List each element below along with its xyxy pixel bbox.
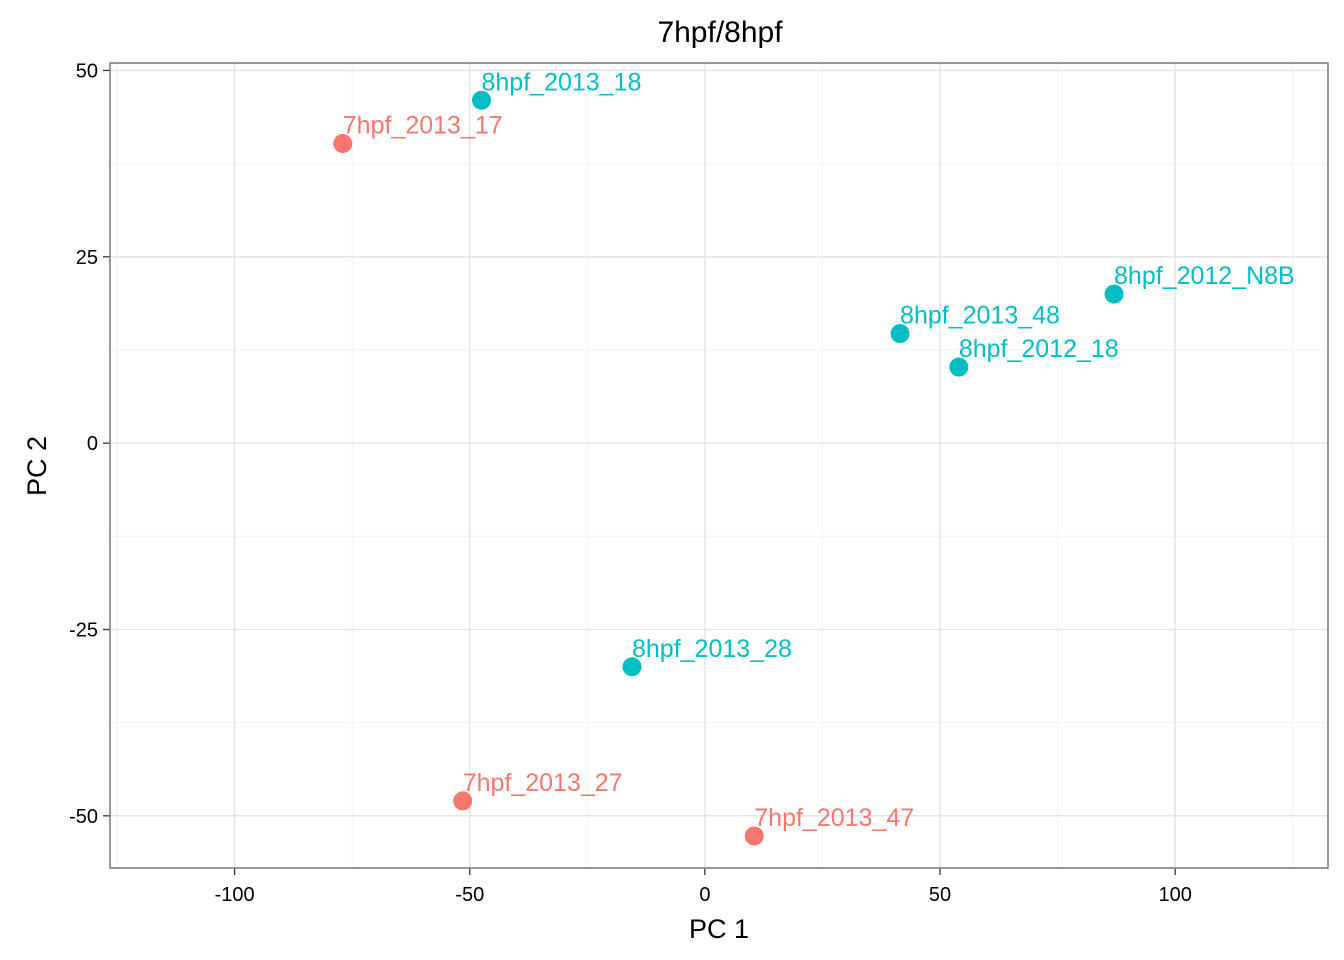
x-tick-label: -100 — [215, 884, 255, 906]
data-point-label: 7hpf_2013_47 — [754, 804, 914, 832]
data-point — [333, 134, 353, 153]
grid-lines — [110, 63, 1328, 868]
data-point — [949, 357, 969, 377]
data-point — [453, 791, 473, 811]
y-tick-label: 50 — [76, 60, 98, 82]
data-points — [333, 90, 1124, 846]
y-tick-label: -50 — [69, 806, 98, 828]
data-point-label: 8hpf_2013_18 — [482, 68, 642, 96]
data-point-label: 8hpf_2012_18 — [959, 335, 1119, 363]
data-point-label: 8hpf_2013_28 — [632, 635, 792, 663]
x-tick-label: 50 — [929, 884, 951, 906]
data-point-labels: 7hpf_2013_17 7hpf_2013_27 7hpf_2013_47 8hpf… — [343, 68, 1295, 832]
chart-title: 7hpf/8hpf — [657, 16, 783, 49]
data-point-label: 7hpf_2013_17 — [343, 112, 503, 140]
data-point — [744, 826, 764, 846]
data-point-label: 8hpf_2013_48 — [900, 302, 1060, 330]
data-point — [890, 324, 910, 344]
data-point-label: 7hpf_2013_27 — [463, 769, 623, 797]
x-tick-label: -50 — [455, 884, 484, 906]
y-tick-label: -25 — [69, 619, 98, 641]
x-tick-label: 0 — [699, 884, 710, 906]
axis-ticks — [103, 69, 1176, 875]
data-point — [622, 657, 642, 677]
data-point — [472, 90, 492, 110]
plot-panel-border — [109, 62, 1329, 869]
data-point-label: 8hpf_2012_N8B — [1114, 262, 1295, 290]
y-tick-label: 25 — [76, 247, 98, 269]
y-axis-title: PC 2 — [22, 436, 52, 496]
y-axis-tick-labels: -50 -25 0 25 50 — [69, 60, 98, 827]
x-tick-label: 100 — [1158, 884, 1191, 906]
x-axis-tick-labels: -100 -50 0 50 100 — [215, 884, 1192, 906]
data-point — [1104, 284, 1124, 304]
x-axis-title: PC 1 — [689, 914, 749, 944]
y-tick-label: 0 — [87, 433, 98, 455]
